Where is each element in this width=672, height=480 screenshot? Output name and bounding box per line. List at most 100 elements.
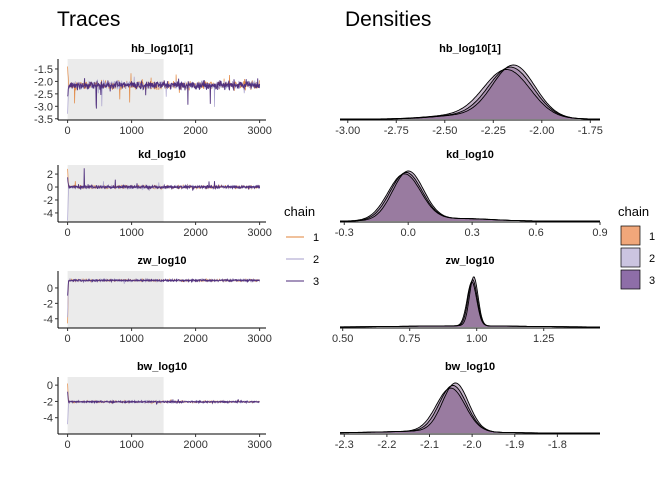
density-chain-2-fill [340, 383, 600, 433]
density-chain-3-line [340, 173, 600, 222]
x-tick-label: 2000 [183, 125, 207, 137]
x-tick-label: -1.75 [578, 125, 603, 137]
legend-label: 2 [649, 253, 655, 265]
density-chain-3-line [340, 69, 600, 120]
x-tick-label: 2000 [183, 227, 207, 239]
density-panel-title: zw_log10 [446, 255, 495, 267]
x-tick-label: -2.00 [529, 125, 554, 137]
warmup-region [67, 377, 164, 434]
y-tick-label: 2 [47, 169, 53, 181]
density-chain-3-line [340, 281, 600, 328]
warmup-region [67, 165, 164, 222]
x-tick-label: 0 [65, 333, 71, 345]
density-chain-3-fill [340, 69, 600, 119]
density-panel-title: hb_log10[1] [439, 43, 501, 55]
traces-title: Traces [57, 8, 120, 31]
x-tick-label: -3.00 [335, 125, 360, 137]
x-tick-label: 0.9 [592, 227, 607, 239]
x-tick-label: -2.75 [384, 125, 409, 137]
x-tick-label: 0 [65, 439, 71, 451]
density-panel-3: bw_log10 -2.3 -2.2 -2.1 -2.0 -1.9 -1.8 [335, 361, 600, 451]
x-tick-label: 1000 [119, 439, 143, 451]
x-tick-label: 0.75 [399, 333, 420, 345]
y-tick-label: -2.5 [34, 89, 53, 101]
trace-chain-3-line [67, 78, 261, 109]
x-tick-label: -2.0 [463, 439, 482, 451]
density-chain-2-fill [340, 277, 600, 327]
x-tick-label: 1000 [119, 227, 143, 239]
density-panel-2: zw_log10 0.50 0.75 1.00 1.25 [332, 255, 600, 345]
density-panel-title: kd_log10 [446, 149, 494, 161]
x-tick-label: 1.25 [533, 333, 554, 345]
density-panel-0: hb_log10[1] -3.00 -2.75 -2.50 -2.25 -2.00 -1.7… [335, 43, 603, 137]
x-tick-label: 3000 [247, 333, 271, 345]
x-tick-label: 0.6 [528, 227, 543, 239]
density-panel-1: kd_log10 -0.3 0.0 0.3 0.6 0.9 [335, 149, 608, 239]
y-tick-label: -2 [43, 298, 53, 310]
x-tick-label: 0.50 [332, 333, 353, 345]
x-tick-label: 1.00 [466, 333, 487, 345]
y-tick-label: -2 [43, 195, 53, 207]
trace-chain-3-line [67, 168, 261, 192]
y-tick-label: -1.5 [34, 64, 53, 76]
y-tick-label: -2.0 [34, 76, 53, 88]
x-tick-label: 0 [65, 227, 71, 239]
density-chain-3-fill [340, 282, 600, 327]
trace-panel-3: bw_log10 0 -2 -4 0 1000 2000 3000 [43, 361, 272, 451]
y-tick-label: 0 [47, 283, 53, 295]
y-tick-label: -2 [43, 396, 53, 408]
legend-label: 3 [313, 276, 319, 288]
x-tick-label: 0 [65, 125, 71, 137]
x-tick-label: -2.1 [420, 439, 439, 451]
x-tick-label: 0.3 [464, 227, 479, 239]
x-tick-label: -1.8 [548, 439, 567, 451]
x-tick-label: -2.50 [432, 125, 457, 137]
density-panel-title: bw_log10 [445, 361, 495, 373]
legend-key-fill-2 [620, 247, 641, 268]
x-tick-label: 2000 [183, 333, 207, 345]
x-tick-label: -0.3 [335, 227, 354, 239]
legend-label: 3 [649, 275, 655, 287]
x-tick-label: -2.3 [335, 439, 354, 451]
density-chain-2-fill [340, 171, 600, 221]
trace-panel-0: hb_log10[1] -1.5-2.0-2.5-3.0-3.5 0 1000 2000… [34, 43, 272, 137]
legend-title: chain [618, 204, 649, 219]
legend-key-fill-3 [620, 269, 641, 290]
x-tick-label: 2000 [183, 439, 207, 451]
y-tick-label: -3.0 [34, 101, 53, 113]
density-chain-3-fill [340, 388, 600, 433]
trace-chain-3-line [67, 277, 260, 296]
y-tick-label: 0 [47, 182, 53, 194]
densities-title: Densities [345, 8, 431, 31]
trace-panel-title: hb_log10[1] [131, 43, 193, 55]
y-tick-label: -4 [43, 208, 53, 220]
warmup-region [67, 59, 164, 120]
x-tick-label: 3000 [247, 439, 271, 451]
chain-legend-lines: chain 1 2 3 [284, 204, 319, 288]
x-tick-label: 3000 [247, 125, 271, 137]
trace-panel-title: bw_log10 [137, 361, 187, 373]
legend-key-fill-1 [620, 225, 641, 246]
legend-label: 1 [313, 232, 319, 244]
density-chain-1-fill [340, 67, 600, 119]
density-chain-3-line [340, 387, 600, 434]
y-tick-label: -3.5 [34, 114, 53, 126]
trace-panel-title: zw_log10 [138, 255, 187, 267]
x-tick-label: -1.9 [505, 439, 524, 451]
trace-panel-2: zw_log10 0 -2 -4 0 1000 2000 3000 [43, 255, 272, 345]
trace-chain-3-line [67, 391, 260, 405]
panels: hb_log10[1]-1.5-2.0-2.5-3.0-3.50 1000 2000… [34, 43, 608, 451]
y-tick-label: 0 [47, 380, 53, 392]
legend-title: chain [284, 204, 315, 219]
density-chain-1-fill [340, 280, 600, 327]
x-tick-label: 3000 [247, 227, 271, 239]
x-tick-label: 1000 [119, 125, 143, 137]
y-tick-label: -4 [43, 314, 53, 326]
y-tick-label: -4 [43, 413, 53, 425]
legend-label: 1 [649, 231, 655, 243]
density-chain-1-fill [340, 385, 600, 433]
legend-label: 2 [313, 254, 319, 266]
